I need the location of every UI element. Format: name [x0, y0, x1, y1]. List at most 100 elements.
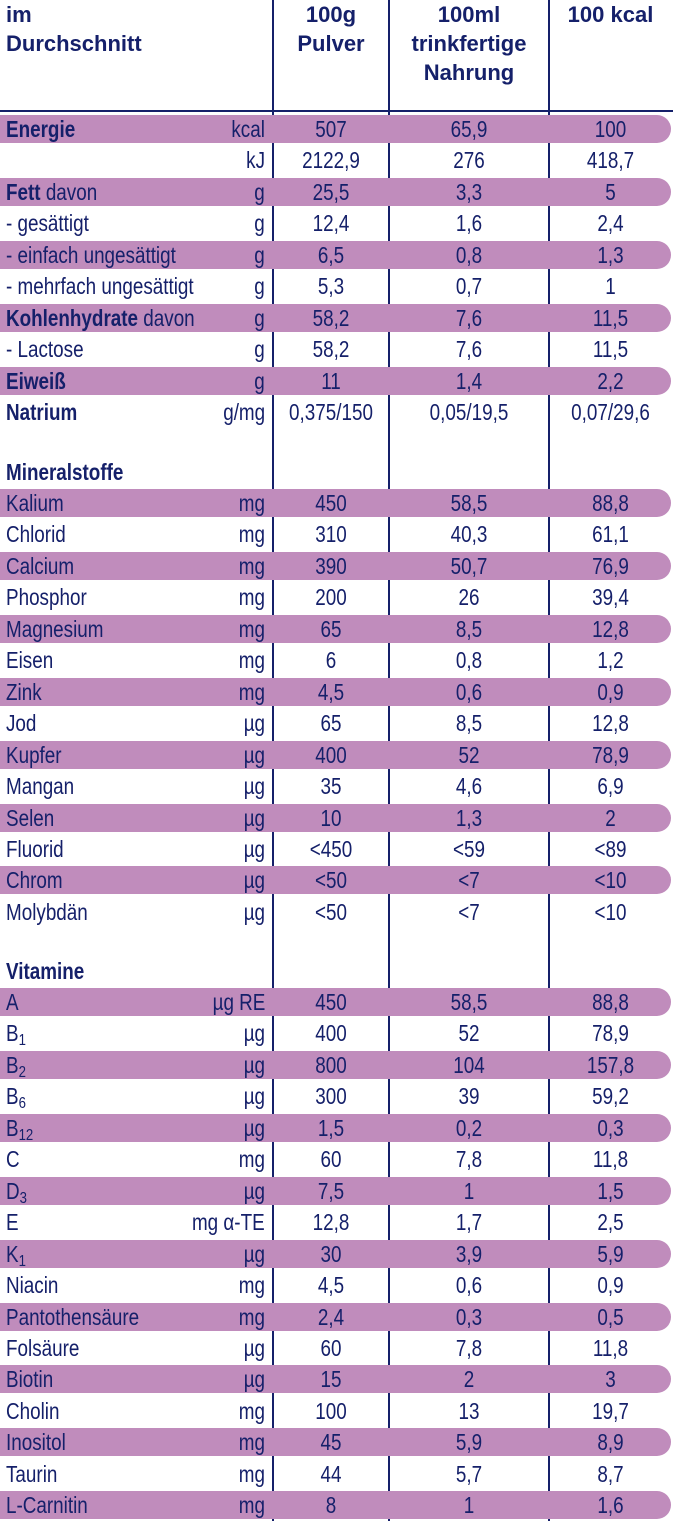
value-per-100kcal: 11,5	[592, 336, 629, 362]
value-per-100ml: 2	[463, 1366, 475, 1392]
row-label: Molybdän	[6, 897, 88, 928]
value-per-100ml: 65,9	[450, 116, 488, 142]
value-per-100ml: 1,6	[455, 210, 483, 236]
value-per-100kcal: 3	[605, 1366, 616, 1392]
row-label-text: Jod	[6, 710, 37, 736]
row-label-text: Phosphor	[6, 584, 87, 610]
value-per-100ml: <7	[458, 899, 480, 925]
row-label-text: Molybdän	[6, 899, 88, 925]
row-label: Calcium	[6, 551, 74, 582]
row-label-text: B	[6, 1083, 19, 1109]
table-row: B2 µg 800 104 157,8	[0, 1050, 673, 1081]
table-row: Taurin mg 44 5,7 8,7	[0, 1459, 673, 1488]
table-row: Magnesium mg 65 8,5 12,8	[0, 614, 673, 643]
value-per-100g: 15	[320, 1366, 342, 1392]
row-label-text: Fett	[6, 179, 41, 205]
value-per-100ml: 104	[453, 1052, 485, 1078]
row-label-text: Fluorid	[6, 836, 64, 862]
row-label: Magnesium	[6, 614, 103, 645]
table-row: - einfach ungesättigt g 6,5 0,8 1,3	[0, 240, 673, 269]
row-label-subscript: 12	[18, 1126, 34, 1145]
row-label: Phosphor	[6, 582, 87, 613]
row-label-text: - gesättigt	[6, 210, 89, 236]
header-col-ready: 100ml trinkfertige Nahrung	[411, 2, 527, 85]
row-unit: g	[254, 179, 265, 205]
table-row: Energie kcal 507 65,9 100	[0, 114, 673, 143]
table-row: Fett davon g 25,5 3,3 5	[0, 177, 673, 206]
row-label-text: C	[6, 1146, 20, 1172]
row-unit: µg	[243, 1083, 265, 1109]
row-label: Natrium	[6, 397, 77, 428]
row-label-text: L-Carnitin	[6, 1492, 88, 1518]
table-row: Calcium mg 390 50,7 76,9	[0, 551, 673, 580]
value-per-100g: 200	[315, 584, 347, 610]
row-label: C	[6, 1144, 20, 1175]
value-per-100ml: 1,3	[455, 805, 483, 831]
row-highlight	[0, 804, 671, 832]
table-row: kJ 2122,9 276 418,7	[0, 145, 673, 174]
value-per-100g: 10	[320, 805, 342, 831]
row-label-text: Folsäure	[6, 1335, 80, 1361]
value-per-100ml: 3,3	[455, 179, 483, 205]
row-label: B12	[6, 1113, 33, 1144]
row-label-text: Chlorid	[6, 521, 66, 547]
row-highlight	[0, 1051, 671, 1079]
row-label: B2	[6, 1050, 26, 1081]
value-per-100g: 310	[315, 521, 347, 547]
value-per-100kcal: 11,8	[592, 1335, 629, 1361]
row-unit: µg	[243, 867, 265, 893]
row-highlight	[0, 1365, 671, 1393]
row-label: Taurin	[6, 1459, 57, 1490]
value-per-100kcal: 0,9	[597, 1272, 624, 1298]
table-row: Kalium mg 450 58,5 88,8	[0, 488, 673, 517]
row-unit: mg	[238, 1429, 265, 1455]
table-row: Eiweiß g 11 1,4 2,2	[0, 366, 673, 395]
row-unit: µg	[243, 1241, 265, 1267]
value-per-100ml: 0,3	[455, 1304, 483, 1330]
row-unit: kcal	[231, 116, 265, 142]
value-per-100kcal: 418,7	[586, 147, 635, 173]
value-per-100g: 6,5	[317, 242, 345, 268]
table-row: Selen µg 10 1,3 2	[0, 803, 673, 832]
row-label: Pantothensäure	[6, 1302, 139, 1333]
value-per-100g: 0,375/150	[289, 399, 373, 425]
value-per-100kcal: 19,7	[592, 1398, 629, 1424]
value-per-100ml: <7	[458, 867, 480, 893]
row-label-subscript: 2	[18, 1063, 26, 1082]
value-per-100ml: 0,2	[455, 1115, 483, 1141]
value-per-100kcal: <10	[594, 899, 627, 925]
value-per-100kcal: 1	[605, 273, 616, 299]
value-per-100ml: 40,3	[450, 521, 488, 547]
value-per-100g: 8	[325, 1492, 337, 1518]
value-per-100kcal: 12,8	[592, 710, 629, 736]
value-per-100ml: 1	[463, 1178, 475, 1204]
row-label: Chlorid	[6, 519, 66, 550]
value-per-100ml: 1,4	[455, 368, 483, 394]
row-unit: g	[254, 336, 265, 362]
value-per-100g: 800	[315, 1052, 347, 1078]
row-label: Selen	[6, 803, 54, 834]
row-highlight	[0, 988, 671, 1016]
row-label: Cholin	[6, 1396, 59, 1427]
table-row: Jod µg 65 8,5 12,8	[0, 708, 673, 737]
row-label-text: Niacin	[6, 1272, 59, 1298]
row-unit: µg	[243, 1115, 265, 1141]
value-per-100ml: 52	[458, 742, 480, 768]
value-per-100kcal: 1,5	[597, 1178, 624, 1204]
row-label-text: B	[6, 1052, 19, 1078]
table-row: Phosphor mg 200 26 39,4	[0, 582, 673, 611]
row-label: A	[6, 987, 19, 1018]
value-per-100ml: 39	[458, 1083, 480, 1109]
row-label: B6	[6, 1081, 26, 1112]
value-per-100kcal: 5	[605, 179, 616, 205]
value-per-100g: 44	[320, 1461, 342, 1487]
row-highlight	[0, 741, 671, 769]
value-per-100g: 65	[320, 710, 342, 736]
value-per-100ml: 7,8	[455, 1146, 483, 1172]
value-per-100g: 450	[315, 490, 347, 516]
value-per-100kcal: 0,5	[597, 1304, 624, 1330]
row-unit: g	[254, 242, 265, 268]
row-label: Fett davon	[6, 177, 97, 208]
